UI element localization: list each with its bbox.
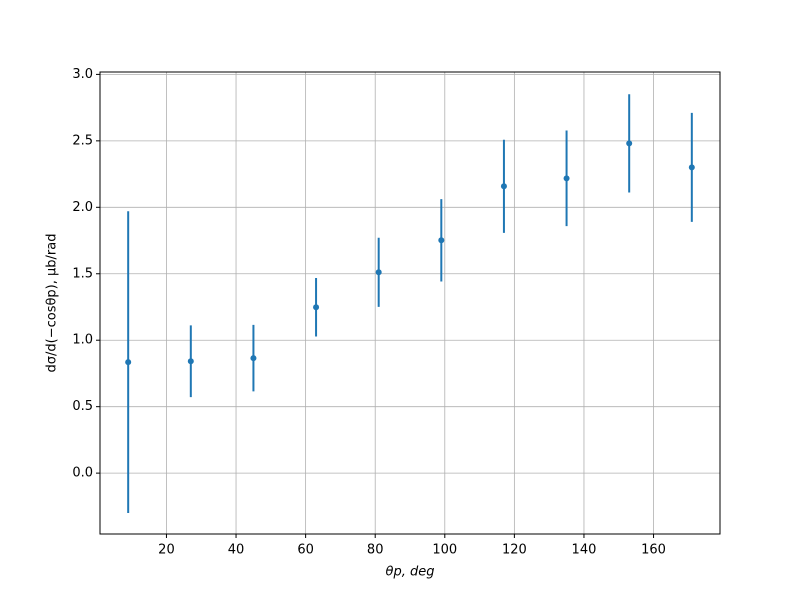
data-point [500,183,507,190]
x-axis-label: θp, deg [386,565,435,580]
x-tick-label: 120 [502,543,527,558]
grid [100,72,720,534]
y-tick-label: 3.0 [72,67,93,82]
data-point [187,358,194,365]
data-point [438,237,445,244]
data-point [313,304,320,311]
x-tick-label: 160 [641,543,666,558]
data-point [250,355,257,362]
y-tick-label: 0.0 [72,466,93,481]
x-tick-label: 140 [572,543,597,558]
x-tick-label: 80 [367,543,384,558]
y-tick-label: 1.0 [72,333,93,348]
x-tick-label: 20 [158,543,175,558]
axes-frame [99,71,721,535]
x-tick-label: 60 [297,543,314,558]
y-axis-label: dσ/d(−cosθp), μb/rad [45,234,60,373]
data-point [688,164,695,171]
data-point [626,140,633,147]
y-tick-label: 1.5 [72,266,93,281]
data-point [375,269,382,276]
plot-area [125,94,695,513]
y-tick-label: 0.5 [72,399,93,414]
x-tick-label: 40 [228,543,245,558]
data-point [125,359,132,366]
y-tick-label: 2.0 [72,200,93,215]
x-tick-label: 100 [432,543,457,558]
y-tick-label: 2.5 [72,133,93,148]
data-point [563,175,570,182]
